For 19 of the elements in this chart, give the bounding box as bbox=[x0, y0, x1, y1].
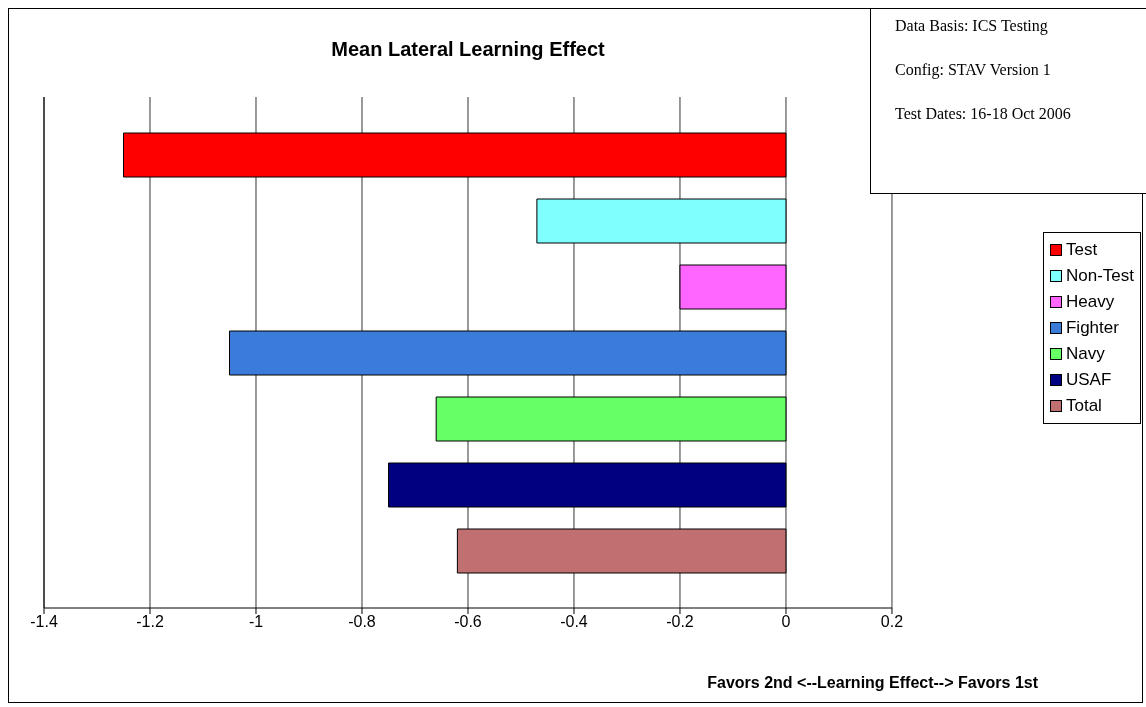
legend-label: Fighter bbox=[1065, 317, 1119, 339]
x-tick-label: -0.4 bbox=[560, 613, 588, 631]
legend-label: Navy bbox=[1065, 343, 1105, 365]
x-axis-title: Favors 2nd <--Learning Effect--> Favors 1st bbox=[707, 674, 1038, 692]
legend-label: Non-Test bbox=[1065, 265, 1134, 287]
legend-label: Heavy bbox=[1065, 291, 1115, 313]
chart-title: Mean Lateral Learning Effect bbox=[330, 38, 606, 61]
x-tick-label: -1.2 bbox=[136, 613, 164, 631]
x-tick-label: 0 bbox=[781, 613, 791, 631]
x-tick-label: -1 bbox=[248, 613, 264, 631]
x-tick-label: 0.2 bbox=[880, 613, 904, 631]
x-tick-label: -1.4 bbox=[30, 613, 58, 631]
x-tick-label: -0.8 bbox=[348, 613, 376, 631]
legend-label: Test bbox=[1065, 239, 1098, 261]
legend-label: Total bbox=[1065, 395, 1102, 417]
legend-label: USAF bbox=[1065, 369, 1112, 391]
x-tick-label: -0.2 bbox=[666, 613, 694, 631]
note-box: Data Basis: ICS Testing Config: STAV Version 1 Test Dates: 16-18 Oct 2006 bbox=[870, 8, 1146, 194]
x-tick-label: -0.6 bbox=[454, 613, 482, 631]
